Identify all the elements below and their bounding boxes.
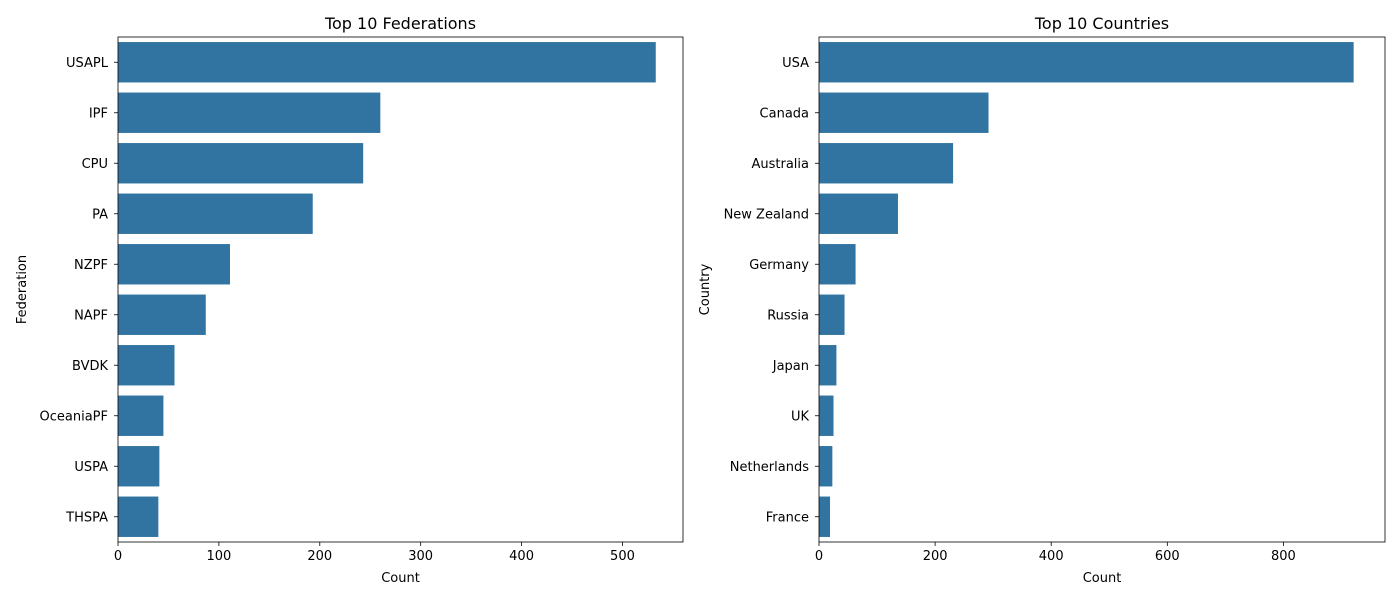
y-tick-label: USAPL xyxy=(66,56,109,71)
y-tick-label: BVDK xyxy=(72,359,108,374)
bar-uk xyxy=(819,395,834,436)
x-tick-label: 200 xyxy=(307,549,332,564)
x-axis-label: Count xyxy=(1083,571,1122,586)
y-tick-label: New Zealand xyxy=(724,207,809,222)
y-tick-label: USPA xyxy=(74,460,108,475)
bar-uspa xyxy=(118,446,160,487)
bar-japan xyxy=(819,345,837,386)
x-tick-label: 400 xyxy=(509,549,534,564)
bar-germany xyxy=(819,244,856,285)
y-tick-label: PA xyxy=(92,207,108,222)
bar-napf xyxy=(118,294,206,335)
bar-bvdk xyxy=(118,345,175,386)
plot-frame xyxy=(117,36,684,543)
bar-oceaniapf xyxy=(118,395,164,436)
bar-nzpf xyxy=(118,244,230,285)
y-tick-label: UK xyxy=(791,409,810,424)
bar-canada xyxy=(819,92,989,133)
x-tick-label: 800 xyxy=(1271,549,1296,564)
chart-countries: Top 10 Countries Count Country USA Canada… xyxy=(698,14,1386,586)
bar-usapl xyxy=(118,42,656,83)
bar-thspa xyxy=(118,496,159,537)
y-tick-label: USA xyxy=(782,56,809,71)
chart-title: Top 10 Federations xyxy=(324,14,476,33)
y-tick-label: NZPF xyxy=(74,258,108,273)
y-tick-label: Japan xyxy=(772,359,809,374)
x-axis-label: Count xyxy=(381,571,420,586)
x-tick-label: 500 xyxy=(610,549,635,564)
y-axis-label: Federation xyxy=(15,255,30,324)
y-tick-label: OceaniaPF xyxy=(40,409,108,424)
y-tick-label: Canada xyxy=(760,106,809,121)
x-tick-label: 300 xyxy=(408,549,433,564)
bar-ipf xyxy=(118,92,381,133)
y-tick-label: NAPF xyxy=(74,308,108,323)
y-tick-label: CPU xyxy=(82,157,108,172)
y-tick-label: Russia xyxy=(767,308,809,323)
x-tick-label: 0 xyxy=(114,549,122,564)
bar-russia xyxy=(819,294,845,335)
y-axis-label: Country xyxy=(698,263,713,315)
bar-australia xyxy=(819,143,954,184)
y-tick-label: Netherlands xyxy=(730,460,809,475)
chart-title: Top 10 Countries xyxy=(1034,14,1169,33)
x-tick-label: 100 xyxy=(206,549,231,564)
chart-federations: Top 10 Federations Count Federation USAP… xyxy=(15,14,684,586)
y-tick-label: THSPA xyxy=(65,510,108,525)
x-tick-label: 400 xyxy=(1039,549,1064,564)
bar-pa xyxy=(118,193,313,234)
bar-france xyxy=(819,496,831,537)
bar-netherlands xyxy=(819,446,833,487)
x-tick-label: 200 xyxy=(923,549,948,564)
y-tick-label: Germany xyxy=(749,258,809,273)
bar-new-zealand xyxy=(819,193,898,234)
x-tick-label: 0 xyxy=(815,549,823,564)
bar-usa xyxy=(819,42,1354,83)
y-tick-label: France xyxy=(766,510,809,525)
plot-frame xyxy=(818,36,1386,543)
bar-cpu xyxy=(118,143,364,184)
y-tick-label: IPF xyxy=(89,106,108,121)
x-tick-label: 600 xyxy=(1155,549,1180,564)
y-tick-label: Australia xyxy=(751,157,809,172)
